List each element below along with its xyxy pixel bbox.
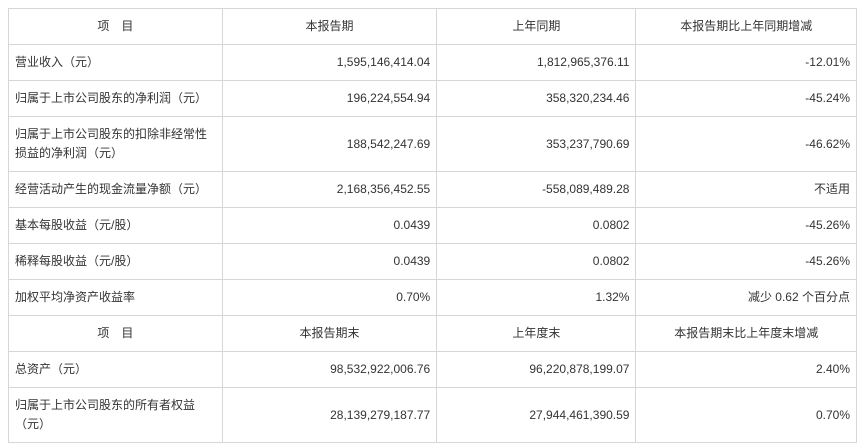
row-label: 加权平均净资产收益率 <box>8 279 223 316</box>
row-label: 归属于上市公司股东的净利润（元） <box>8 80 223 117</box>
table-row-net-profit-excl-nonrecurring: 归属于上市公司股东的扣除非经常性损益的净利润（元） 188,542,247.69… <box>8 116 857 172</box>
column-header-change: 本报告期末比上年度末增减 <box>635 315 857 352</box>
table-header-row-section1: 项 目 本报告期 上年同期 本报告期比上年同期增减 <box>8 8 857 45</box>
row-label: 归属于上市公司股东的扣除非经常性损益的净利润（元） <box>8 116 223 172</box>
table-row-weighted-avg-roe: 加权平均净资产收益率 0.70% 1.32% 减少 0.62 个百分点 <box>8 279 857 316</box>
value-prior-year-end: 27,944,461,390.59 <box>436 387 637 443</box>
value-prior-period: -558,089,489.28 <box>436 171 637 208</box>
table-row-operating-revenue: 营业收入（元） 1,595,146,414.04 1,812,965,376.1… <box>8 44 857 81</box>
column-header-prior-year-end: 上年度末 <box>436 315 637 352</box>
table-row-net-profit: 归属于上市公司股东的净利润（元） 196,224,554.94 358,320,… <box>8 80 857 117</box>
value-current-period: 1,595,146,414.04 <box>221 44 438 81</box>
value-period-end: 98,532,922,006.76 <box>221 351 438 388</box>
row-label: 经营活动产生的现金流量净额（元） <box>8 171 223 208</box>
value-current-period: 188,542,247.69 <box>221 116 438 172</box>
report-table-body: 项 目 本报告期 上年同期 本报告期比上年同期增减 营业收入（元） 1,595,… <box>8 8 857 443</box>
column-header-item: 项 目 <box>8 8 223 45</box>
table-header-row-section2: 项 目 本报告期末 上年度末 本报告期末比上年度末增减 <box>8 315 857 352</box>
value-prior-period: 358,320,234.46 <box>436 80 637 117</box>
column-header-item: 项 目 <box>8 315 223 352</box>
value-change: 不适用 <box>635 171 857 208</box>
column-header-prior-period: 上年同期 <box>436 8 637 45</box>
row-label: 基本每股收益（元/股） <box>8 207 223 244</box>
value-current-period: 0.0439 <box>221 243 438 280</box>
value-change: 0.70% <box>635 387 857 443</box>
table-row-total-assets: 总资产（元） 98,532,922,006.76 96,220,878,199.… <box>8 351 857 388</box>
value-change: -46.62% <box>635 116 857 172</box>
row-label: 归属于上市公司股东的所有者权益（元） <box>8 387 223 443</box>
value-change: 减少 0.62 个百分点 <box>635 279 857 316</box>
column-header-period-end: 本报告期末 <box>221 315 438 352</box>
row-label: 营业收入（元） <box>8 44 223 81</box>
value-change: -45.26% <box>635 207 857 244</box>
table-row-diluted-eps: 稀释每股收益（元/股） 0.0439 0.0802 -45.26% <box>8 243 857 280</box>
value-current-period: 0.0439 <box>221 207 438 244</box>
table-row-shareholders-equity: 归属于上市公司股东的所有者权益（元） 28,139,279,187.77 27,… <box>8 387 857 443</box>
value-prior-year-end: 96,220,878,199.07 <box>436 351 637 388</box>
value-change: 2.40% <box>635 351 857 388</box>
value-current-period: 2,168,356,452.55 <box>221 171 438 208</box>
value-prior-period: 353,237,790.69 <box>436 116 637 172</box>
value-prior-period: 0.0802 <box>436 207 637 244</box>
value-prior-period: 1.32% <box>436 279 637 316</box>
financial-report-table: 项 目 本报告期 上年同期 本报告期比上年同期增减 营业收入（元） 1,595,… <box>8 8 857 443</box>
value-current-period: 0.70% <box>221 279 438 316</box>
table-row-operating-cash-flow: 经营活动产生的现金流量净额（元） 2,168,356,452.55 -558,0… <box>8 171 857 208</box>
value-prior-period: 0.0802 <box>436 243 637 280</box>
value-period-end: 28,139,279,187.77 <box>221 387 438 443</box>
value-prior-period: 1,812,965,376.11 <box>436 44 637 81</box>
value-current-period: 196,224,554.94 <box>221 80 438 117</box>
column-header-change: 本报告期比上年同期增减 <box>635 8 857 45</box>
table-row-basic-eps: 基本每股收益（元/股） 0.0439 0.0802 -45.26% <box>8 207 857 244</box>
row-label: 总资产（元） <box>8 351 223 388</box>
value-change: -45.26% <box>635 243 857 280</box>
row-label: 稀释每股收益（元/股） <box>8 243 223 280</box>
column-header-current-period: 本报告期 <box>221 8 438 45</box>
value-change: -45.24% <box>635 80 857 117</box>
value-change: -12.01% <box>635 44 857 81</box>
